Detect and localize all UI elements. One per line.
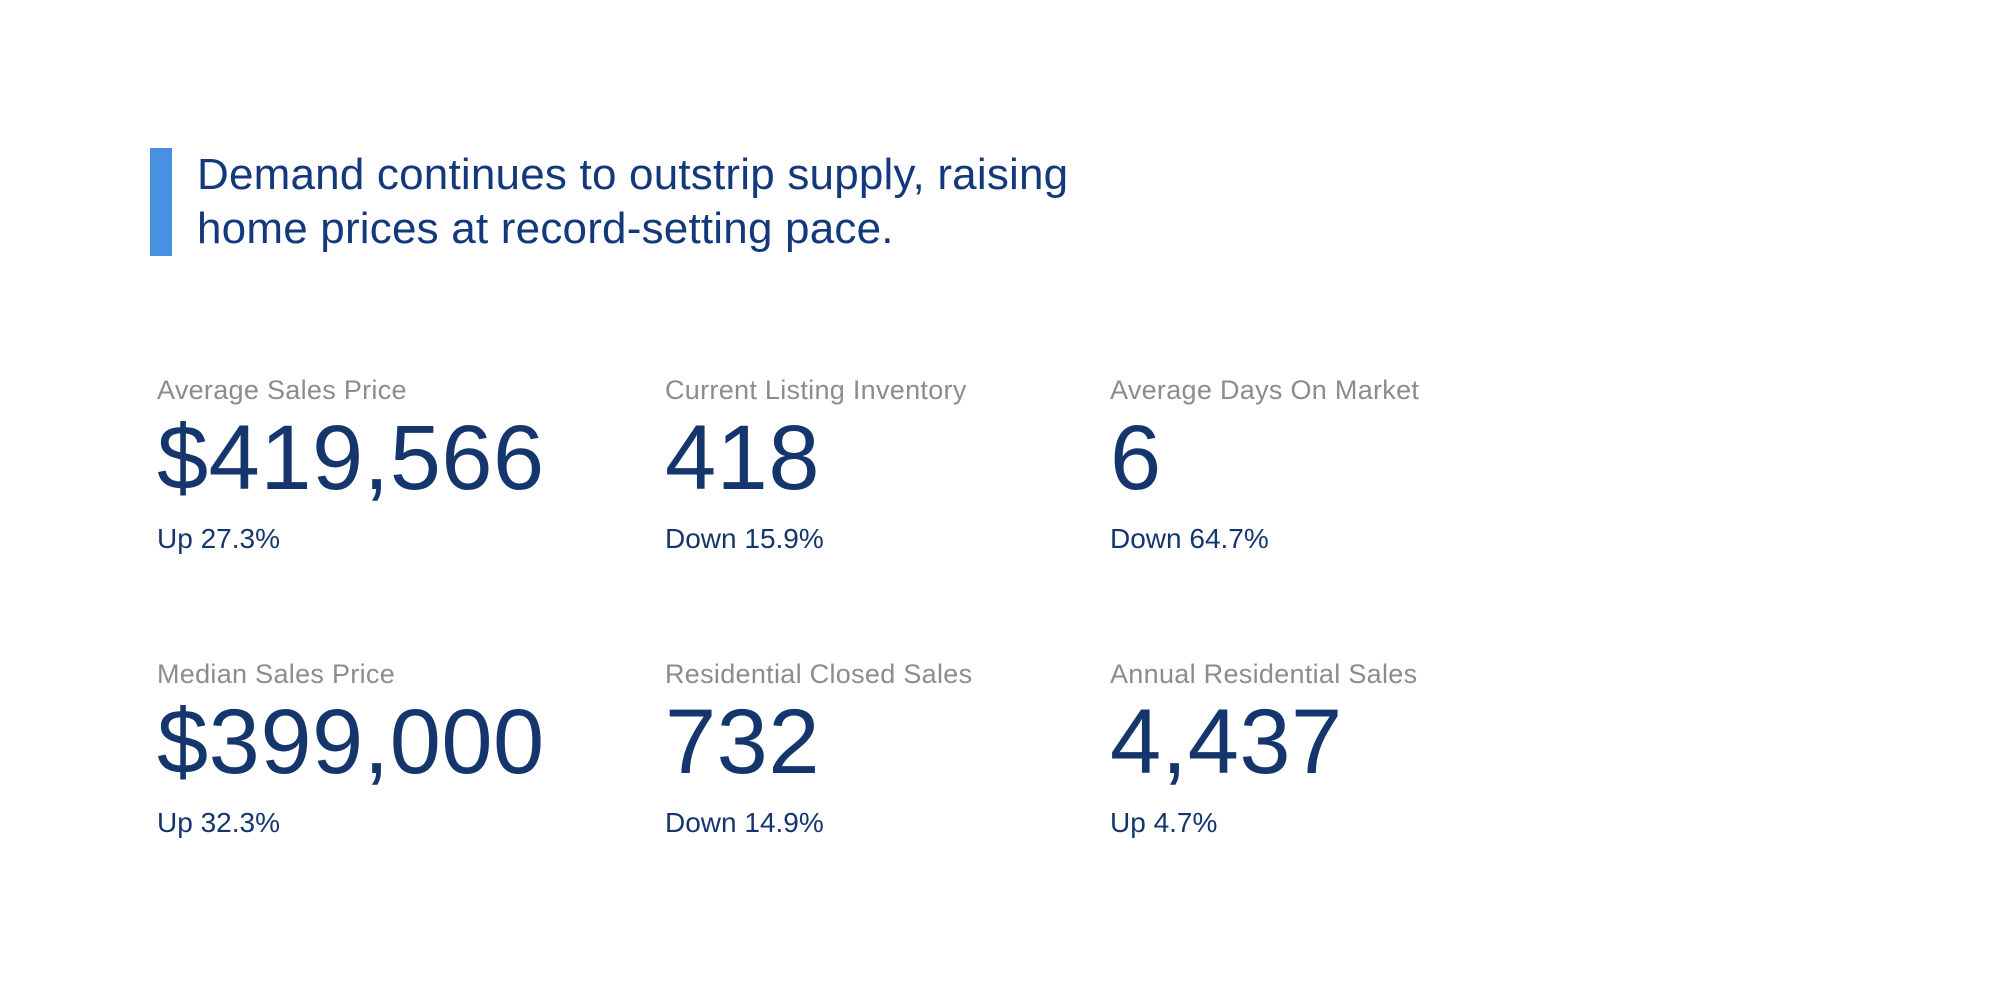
stat-card-current-listing-inventory: Current Listing Inventory 418 Down 15.9% — [665, 374, 1110, 556]
stats-grid: Average Sales Price $419,566 Up 27.3% Cu… — [157, 374, 1650, 840]
stat-card-annual-residential-sales: Annual Residential Sales 4,437 Up 4.7% — [1110, 658, 1650, 840]
stat-change: Down 64.7% — [1110, 523, 1269, 554]
page-title-line-1: Demand continues to outstrip supply, rai… — [197, 150, 1069, 199]
headline-accent-bar — [150, 148, 172, 256]
stat-value: $419,566 — [157, 407, 545, 509]
page-title: Demand continues to outstrip supply, rai… — [197, 148, 1068, 256]
stat-card-average-days-on-market: Average Days On Market 6 Down 64.7% — [1110, 374, 1650, 556]
stat-label: Annual Residential Sales — [1110, 659, 1418, 689]
headline-section: Demand continues to outstrip supply, rai… — [150, 148, 1068, 256]
stat-value: $399,000 — [157, 691, 545, 793]
stat-value: 418 — [665, 407, 820, 509]
stat-label: Average Days On Market — [1110, 375, 1420, 405]
stat-value: 732 — [665, 691, 820, 793]
stat-label: Average Sales Price — [157, 375, 407, 405]
page-title-line-2: home prices at record-setting pace. — [197, 204, 894, 253]
stat-value: 4,437 — [1110, 691, 1343, 793]
stat-value: 6 — [1110, 407, 1162, 509]
stat-card-residential-closed-sales: Residential Closed Sales 732 Down 14.9% — [665, 658, 1110, 840]
stat-change: Up 27.3% — [157, 523, 280, 554]
stat-change: Up 32.3% — [157, 807, 280, 838]
stat-label: Median Sales Price — [157, 659, 396, 689]
stat-label: Current Listing Inventory — [665, 375, 967, 405]
stat-change: Down 15.9% — [665, 523, 824, 554]
stat-card-median-sales-price: Median Sales Price $399,000 Up 32.3% — [157, 658, 665, 840]
stat-label: Residential Closed Sales — [665, 659, 973, 689]
stat-change: Down 14.9% — [665, 807, 824, 838]
stat-card-average-sales-price: Average Sales Price $419,566 Up 27.3% — [157, 374, 665, 556]
stat-change: Up 4.7% — [1110, 807, 1218, 838]
